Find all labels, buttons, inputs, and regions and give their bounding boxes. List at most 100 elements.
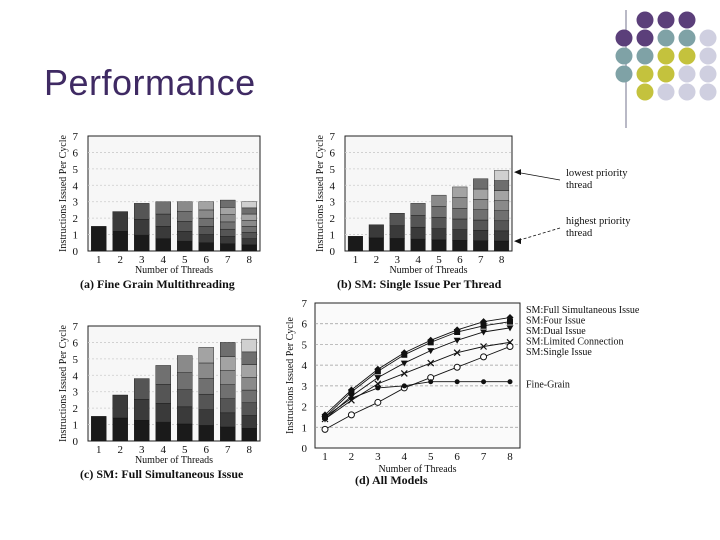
bar-segment	[198, 242, 214, 252]
bar-segment	[241, 213, 257, 221]
bar-segment	[431, 239, 447, 252]
x-tick-label: 7	[481, 451, 487, 463]
bar-segment	[177, 389, 193, 408]
legend-label: SM:Limited Connection	[526, 337, 624, 348]
x-tick-label: 1	[322, 451, 328, 463]
bar-segment	[220, 342, 236, 357]
bar-segment	[198, 234, 214, 243]
data-point	[454, 379, 460, 385]
bar-segment	[155, 365, 171, 385]
bar	[410, 203, 426, 252]
bar-segment	[452, 218, 468, 230]
x-tick-label: 4	[161, 254, 167, 266]
decorative-dot	[636, 65, 654, 83]
bar-segment	[155, 238, 171, 252]
x-tick-label: 6	[204, 444, 210, 456]
data-point	[506, 343, 514, 350]
bar-segment	[494, 170, 510, 181]
bar-segment	[134, 378, 150, 400]
data-point	[507, 379, 513, 385]
bar	[241, 338, 257, 442]
y-tick-label: 1	[73, 230, 79, 242]
bar-segment	[241, 219, 257, 227]
bar	[177, 201, 193, 252]
decorative-dot	[699, 29, 717, 47]
data-point	[480, 322, 487, 329]
x-tick-label: 5	[182, 254, 188, 266]
bar-segment	[198, 201, 214, 211]
decorative-dot	[699, 83, 717, 101]
x-tick-label: 2	[118, 254, 124, 266]
bar-segment	[241, 232, 257, 239]
bar-segment	[155, 421, 171, 442]
bar-segment	[431, 206, 447, 218]
legend-label: SM:Full Simultaneous Issue	[526, 305, 640, 316]
bar-segment	[134, 219, 150, 236]
x-tick-label: 6	[457, 254, 463, 266]
x-tick-label: 5	[436, 254, 442, 266]
bar-segment	[112, 211, 128, 232]
data-point	[428, 379, 434, 385]
data-point	[453, 349, 461, 357]
decorative-dot	[678, 47, 696, 65]
y-tick-label: 1	[302, 422, 308, 434]
bar-segment	[134, 399, 150, 421]
y-tick-label: 6	[73, 147, 79, 159]
chart-title: (d) All Models	[355, 473, 428, 487]
bar-segment	[220, 214, 236, 223]
bar-segment	[220, 207, 236, 215]
data-point	[321, 425, 329, 433]
bar	[347, 236, 363, 252]
data-point	[374, 375, 382, 382]
bar-segment	[431, 194, 447, 207]
bar-segment	[389, 238, 405, 252]
data-point	[401, 351, 408, 358]
bar-segment	[494, 190, 510, 201]
bar-segment	[134, 419, 150, 442]
bar-segment	[410, 226, 426, 240]
data-point	[374, 368, 381, 375]
bar-segment	[155, 201, 171, 215]
bar-segment	[241, 428, 257, 442]
annotation-text: thread	[566, 228, 593, 239]
series	[321, 325, 514, 423]
data-point	[480, 329, 488, 336]
legend-label: Fine-Grain	[526, 380, 570, 391]
data-point	[374, 398, 382, 406]
x-tick-label: 3	[375, 451, 381, 463]
bar-segment	[198, 217, 214, 227]
series-line	[324, 381, 510, 418]
x-tick-label: 6	[454, 451, 460, 463]
x-tick-label: 1	[353, 254, 359, 266]
y-tick-label: 3	[73, 387, 79, 399]
legend-label: SM:Single Issue	[526, 347, 592, 358]
chart-all-models: 0 1 2 3 4 5 6 7 1 2 3 4 5 6 7 8 SM:Full Simultaneous Iss…	[285, 298, 640, 487]
y-axis-label: Instructions Issued Per Cycle	[58, 324, 69, 441]
annotation-arrow	[515, 227, 561, 242]
annotation-text: lowest priority	[566, 168, 628, 179]
bar	[389, 213, 405, 252]
bar-segment	[241, 338, 257, 353]
bar	[155, 201, 171, 252]
x-tick-label: 2	[374, 254, 380, 266]
bar-segment	[473, 178, 489, 190]
bar	[473, 178, 489, 252]
bar	[112, 211, 128, 252]
decorative-dot	[636, 29, 654, 47]
y-tick-label: 7	[73, 131, 79, 143]
bar	[177, 355, 193, 442]
bar	[134, 378, 150, 442]
data-point	[453, 363, 461, 371]
x-tick-label: 6	[204, 254, 210, 266]
bar-segment	[220, 384, 236, 399]
series-line	[324, 317, 511, 416]
bar-segment	[473, 209, 489, 221]
decorative-dot	[657, 83, 675, 101]
y-tick-label: 0	[73, 436, 79, 448]
bar-segment	[410, 215, 426, 228]
bar-segment	[389, 213, 405, 227]
x-tick-label: 4	[161, 444, 167, 456]
x-tick-label: 2	[349, 451, 355, 463]
bar-segment	[410, 238, 426, 252]
x-tick-label: 5	[182, 444, 188, 456]
